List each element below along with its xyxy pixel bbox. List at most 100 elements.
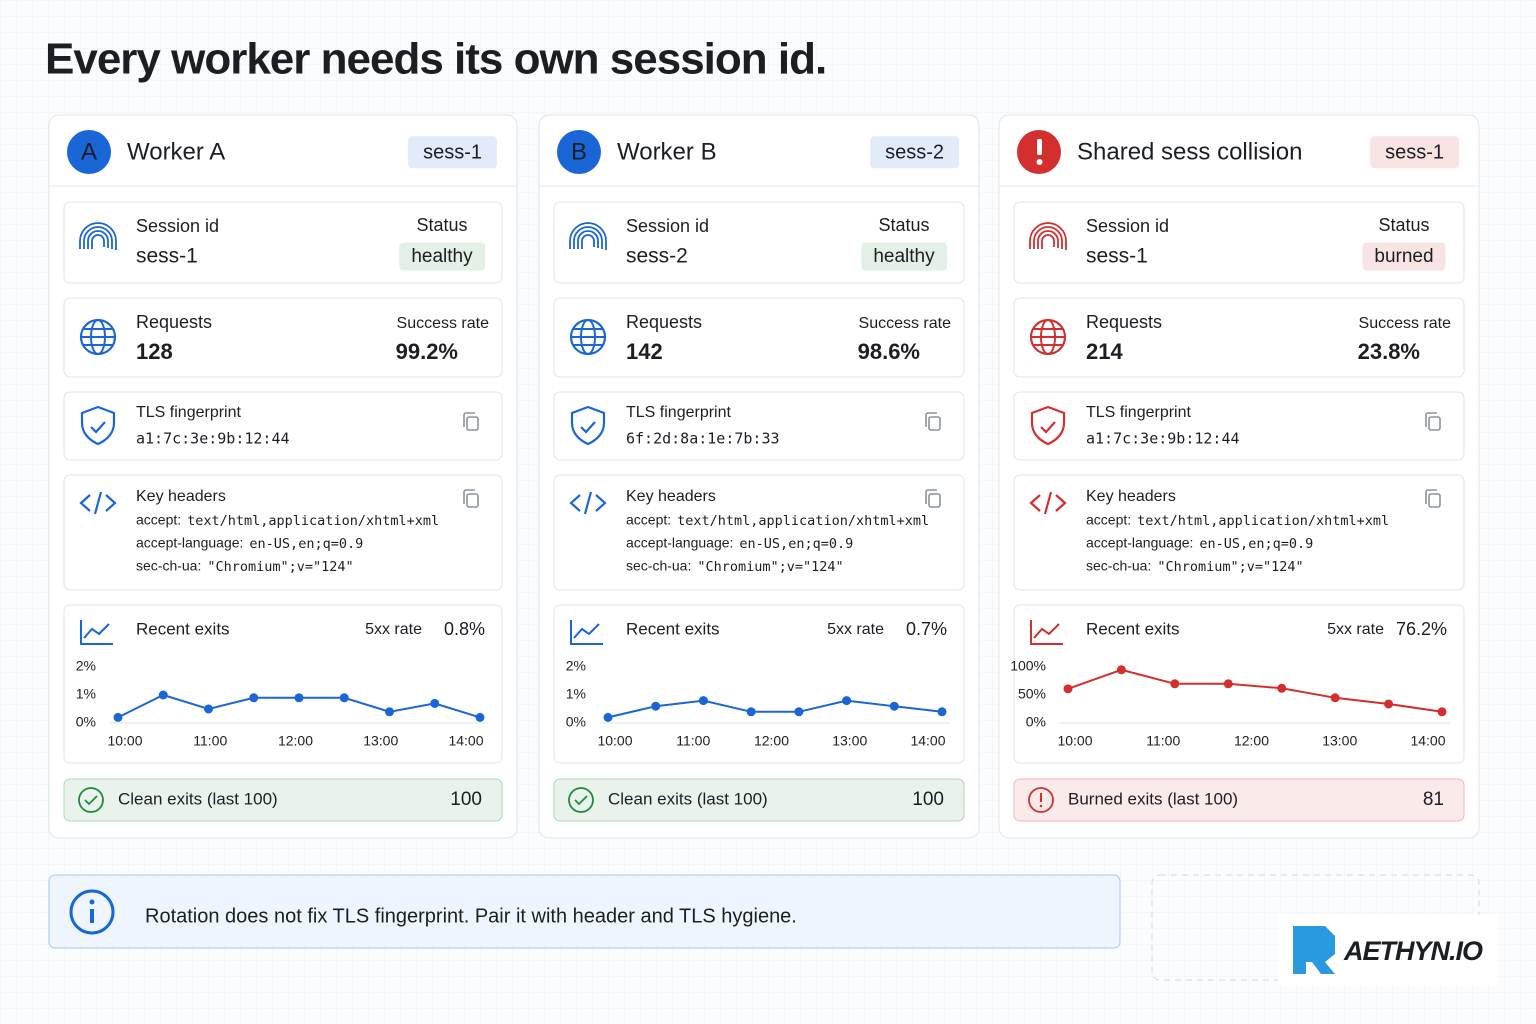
data-point (1170, 679, 1180, 689)
header-key: sec-ch-ua: (1086, 558, 1151, 574)
fingerprint-icon (83, 226, 113, 249)
data-point (1223, 679, 1233, 689)
pill (1370, 136, 1459, 169)
data-point (794, 707, 804, 717)
x-tick-label: 12:00 (754, 733, 789, 749)
header-value: en-US,en;q=0.9 (1199, 536, 1313, 552)
y-tick-label: 0% (1026, 714, 1046, 730)
data-point (113, 712, 123, 722)
pill (408, 136, 497, 169)
exits-label: Recent exits (136, 619, 230, 638)
footer-check (574, 795, 588, 806)
header-value: "Chromium";v="124" (1157, 559, 1303, 575)
copy-icon (466, 416, 479, 431)
x-tick-label: 12:00 (278, 733, 313, 749)
copy-icon (463, 412, 475, 427)
header-key: accept-language: (136, 535, 243, 551)
requests-value: 214 (1086, 339, 1123, 364)
footer-box (1013, 778, 1465, 822)
footer-check (84, 795, 98, 806)
info-row (63, 201, 503, 284)
data-point (294, 693, 304, 703)
copy-icon (1428, 493, 1441, 508)
session-value: sess-1 (1086, 245, 1148, 268)
fingerprint-icon (1041, 234, 1055, 249)
status-label: Status (1378, 215, 1429, 235)
data-point (937, 707, 947, 717)
y-tick-label: 0% (76, 714, 96, 730)
pill (399, 242, 486, 271)
avatar (67, 130, 111, 174)
requests-label: Requests (136, 312, 212, 332)
info-row (1013, 391, 1465, 461)
x-tick-label: 14:00 (448, 733, 483, 749)
session-badge: sess-1 (423, 141, 482, 163)
data-point (1277, 683, 1287, 693)
x-tick-label: 11:00 (193, 733, 227, 749)
headers-label: Key headers (136, 488, 226, 505)
data-point (339, 693, 349, 703)
data-point (1116, 665, 1126, 675)
session-value: sess-2 (626, 245, 688, 268)
info-row (63, 297, 503, 378)
copy-icon (1425, 412, 1437, 427)
session-badge: sess-1 (1385, 141, 1444, 163)
fingerprint-icon (1037, 230, 1059, 249)
data-point (1330, 693, 1340, 703)
status-label: Status (878, 215, 929, 235)
session-value: sess-1 (136, 245, 198, 268)
header-key: accept-language: (626, 535, 733, 551)
data-point (889, 701, 899, 711)
x-tick-label: 11:00 (1146, 733, 1180, 749)
fingerprint-icon (87, 230, 109, 249)
data-point (204, 704, 213, 714)
rate-label: 5xx rate (365, 621, 422, 638)
footer-box (553, 778, 965, 822)
globe-icon (571, 328, 605, 346)
header-value: "Chromium";v="124" (207, 559, 353, 575)
card-title: Worker A (127, 138, 225, 165)
shield-icon (1030, 405, 1066, 446)
page-title: Every worker needs its own session id. (45, 35, 826, 84)
avatar (557, 130, 601, 174)
pill (1362, 242, 1446, 271)
fingerprint-icon (91, 234, 105, 249)
header-key: sec-ch-ua: (136, 558, 201, 574)
line-series (607, 699, 943, 719)
tls-label: TLS fingerprint (1086, 404, 1191, 421)
header-value: text/html,application/xhtml+xml (1137, 513, 1389, 529)
footer-icon (568, 787, 594, 813)
copy-icon (925, 489, 937, 504)
rate-label: 5xx rate (827, 621, 884, 638)
info-row (1013, 297, 1465, 378)
header-key: accept: (626, 512, 671, 528)
info-row (63, 391, 503, 461)
shield-check (1040, 421, 1056, 434)
footer-value: 81 (1423, 789, 1444, 810)
status-value: healthy (873, 246, 935, 267)
info-row (63, 474, 503, 591)
rate-label: 5xx rate (1327, 621, 1384, 638)
info-icon-bar (90, 909, 94, 923)
fingerprint-icon (569, 222, 607, 250)
data-point (475, 712, 485, 722)
exits-label: Recent exits (1086, 619, 1180, 638)
shield-icon (80, 405, 116, 446)
requests-value: 142 (626, 339, 663, 364)
fingerprint-icon (1033, 226, 1063, 249)
requests-label: Requests (1086, 312, 1162, 332)
chart-icon (570, 620, 603, 645)
data-point (1063, 684, 1073, 694)
chart-icon (1030, 620, 1063, 645)
copy-icon (1428, 416, 1441, 431)
pill (861, 242, 948, 271)
x-tick-label: 10:00 (1057, 733, 1092, 749)
success-label: Success rate (1359, 315, 1452, 332)
header-key: sec-ch-ua: (626, 558, 691, 574)
copy-icon (1425, 489, 1437, 504)
status-value: burned (1374, 246, 1433, 267)
tls-label: TLS fingerprint (136, 404, 241, 421)
data-point (158, 690, 168, 700)
brand-logo (1293, 926, 1335, 974)
